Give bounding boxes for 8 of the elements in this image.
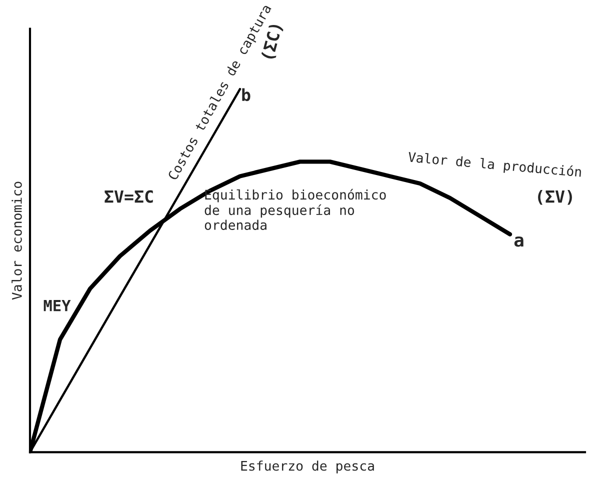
annotation: MEY	[44, 300, 71, 312]
text: (ΣV)	[538, 190, 572, 205]
y-axis-title: Valor economico	[12, 182, 22, 300]
series-label: Valor de la producción	[408, 151, 582, 180]
annotation: ΣV=ΣC	[104, 190, 153, 203]
x-axis-title: Esfuerzo de pesca	[241, 460, 374, 474]
annotation: a	[514, 236, 524, 247]
annotation: b	[242, 88, 250, 102]
